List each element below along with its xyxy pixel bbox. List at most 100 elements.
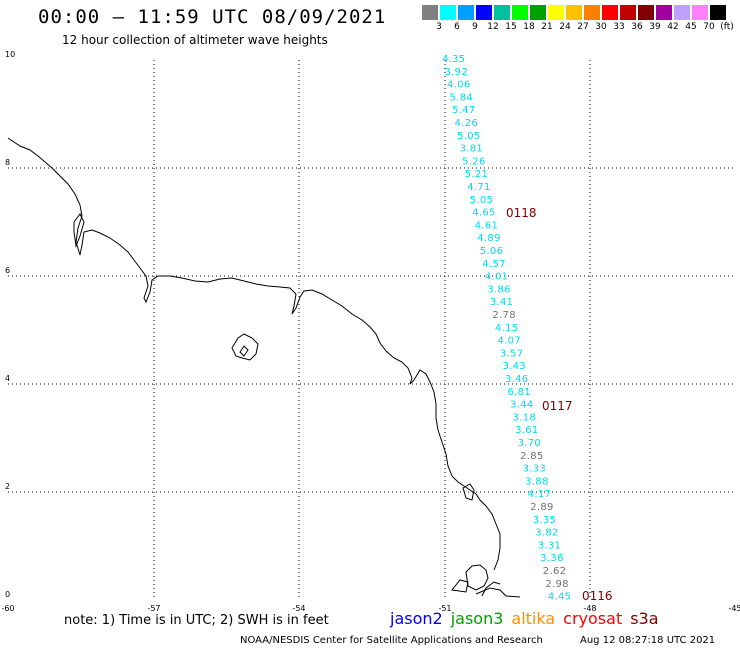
swh-value: 3.86 <box>487 284 510 295</box>
coastline <box>7 137 521 598</box>
swh-value: 5.05 <box>470 195 493 206</box>
swh-value: 2.89 <box>530 502 553 513</box>
color-swatch <box>638 5 654 20</box>
color-scale-label: 18 <box>523 22 535 32</box>
swh-value: 3.57 <box>500 348 523 359</box>
color-scale-label: 42 <box>667 22 679 32</box>
legend-satellite-4: s3a <box>630 609 659 628</box>
pass-number-label: 0117 <box>542 399 573 413</box>
swh-value: 4.45 <box>548 592 571 603</box>
color-swatch <box>674 5 690 20</box>
color-scale-label: 3 <box>436 22 442 32</box>
color-swatch <box>458 5 474 20</box>
latitude-label: 10 <box>5 50 15 59</box>
color-swatch <box>548 5 564 20</box>
longitude-labels: -60 -57 -54 -51 -48 -45 <box>1 604 740 613</box>
swh-value: 5.05 <box>457 131 480 142</box>
swh-value: 4.07 <box>497 336 520 347</box>
latitude-labels: 10 8 6 4 2 0 <box>5 50 15 599</box>
swh-value: 3.33 <box>523 464 546 475</box>
credit-line: NOAA/NESDIS Center for Satellite Applica… <box>240 635 543 646</box>
color-scale-label: 21 <box>541 22 553 32</box>
swh-value: 5.21 <box>465 169 488 180</box>
color-scale-label: 33 <box>613 22 625 32</box>
swh-value: 4.01 <box>485 272 508 283</box>
latitude-label: 0 <box>5 590 10 599</box>
swh-value: 2.85 <box>520 451 543 462</box>
color-scale-label: (ft) <box>720 22 734 32</box>
swh-value: 3.46 <box>505 374 528 385</box>
swh-value: 5.47 <box>452 105 475 116</box>
swh-value: 5.06 <box>480 246 503 257</box>
color-swatch <box>620 5 636 20</box>
color-swatch <box>602 5 618 20</box>
pass-labels: 0118 0117 0116 <box>506 206 613 603</box>
swh-value: 4.15 <box>495 323 518 334</box>
swh-value: 4.71 <box>467 182 490 193</box>
color-swatch <box>422 5 438 20</box>
swh-value: 2.78 <box>492 310 515 321</box>
swh-value: 3.35 <box>533 515 556 526</box>
legend-satellite-1: jason3 <box>450 609 504 628</box>
longitude-label: -48 <box>583 604 596 613</box>
swh-value: 4.35 <box>442 54 465 65</box>
longitude-label: -54 <box>292 604 305 613</box>
swh-value: 3.81 <box>460 144 483 155</box>
longitude-label: -51 <box>438 604 451 613</box>
legend-satellite-0: jason2 <box>390 609 443 628</box>
swh-value: 4.89 <box>477 233 500 244</box>
longitude-label: -45 <box>728 604 740 613</box>
swh-value: 4.65 <box>472 208 495 219</box>
color-swatch <box>530 5 546 20</box>
swh-measurement-track: 4.35 3.92 4.065.84 5.47 4.26 5.05 3.815.26 5.21… <box>442 54 571 603</box>
color-scale-label: 12 <box>487 22 499 32</box>
swh-value: 3.43 <box>502 361 525 372</box>
swh-value: 5.84 <box>450 92 473 103</box>
color-swatch <box>512 5 528 20</box>
swh-value: 3.61 <box>515 425 538 436</box>
color-swatch <box>710 5 726 20</box>
color-swatch <box>566 5 582 20</box>
swh-value: 4.61 <box>475 220 498 231</box>
legend-satellite-3: cryosat <box>563 609 623 628</box>
color-scale-label: 27 <box>577 22 589 32</box>
swh-value: 6.81 <box>508 387 531 398</box>
swh-value: 3.70 <box>518 438 541 449</box>
pass-number-label: 0118 <box>506 206 537 220</box>
color-scale-label: 24 <box>559 22 571 32</box>
satellite-legend: jason2 jason3 altika cryosat s3a <box>390 609 667 628</box>
longitude-label: -57 <box>147 604 160 613</box>
swh-value: 3.18 <box>513 412 536 423</box>
units-note: note: 1) Time is in UTC; 2) SWH is in fe… <box>64 613 329 628</box>
color-scale-label: 30 <box>595 22 607 32</box>
swh-value: 2.62 <box>543 566 566 577</box>
swh-value: 4.06 <box>447 80 470 91</box>
swh-value: 4.57 <box>482 259 505 270</box>
swh-value: 3.82 <box>535 528 558 539</box>
color-scale-label: 6 <box>454 22 460 32</box>
swh-value: 3.88 <box>525 476 548 487</box>
swh-value: 4.26 <box>455 118 478 129</box>
legend-satellite-2: altika <box>511 609 556 628</box>
color-swatch <box>440 5 456 20</box>
swh-value: 3.41 <box>490 297 513 308</box>
color-scale-label: 39 <box>649 22 661 32</box>
color-swatch <box>584 5 600 20</box>
color-swatch <box>692 5 708 20</box>
swh-value: 5.26 <box>462 156 485 167</box>
latitude-label: 2 <box>5 482 10 491</box>
latitude-label: 6 <box>5 266 10 275</box>
color-swatch <box>656 5 672 20</box>
swh-value: 3.44 <box>510 400 533 411</box>
color-scale-label: 70 <box>703 22 715 32</box>
latitude-label: 8 <box>5 158 10 167</box>
pass-number-label: 0116 <box>582 589 613 603</box>
map-subtitle: 12 hour collection of altimeter wave hei… <box>62 33 328 47</box>
swh-value: 2.98 <box>545 579 568 590</box>
swh-value: 3.36 <box>540 553 563 564</box>
generation-timestamp: Aug 12 08:27:18 UTC 2021 <box>580 635 716 646</box>
color-scale-label: 9 <box>472 22 478 32</box>
swh-value: 3.31 <box>538 540 561 551</box>
swh-value: 3.92 <box>445 67 468 78</box>
